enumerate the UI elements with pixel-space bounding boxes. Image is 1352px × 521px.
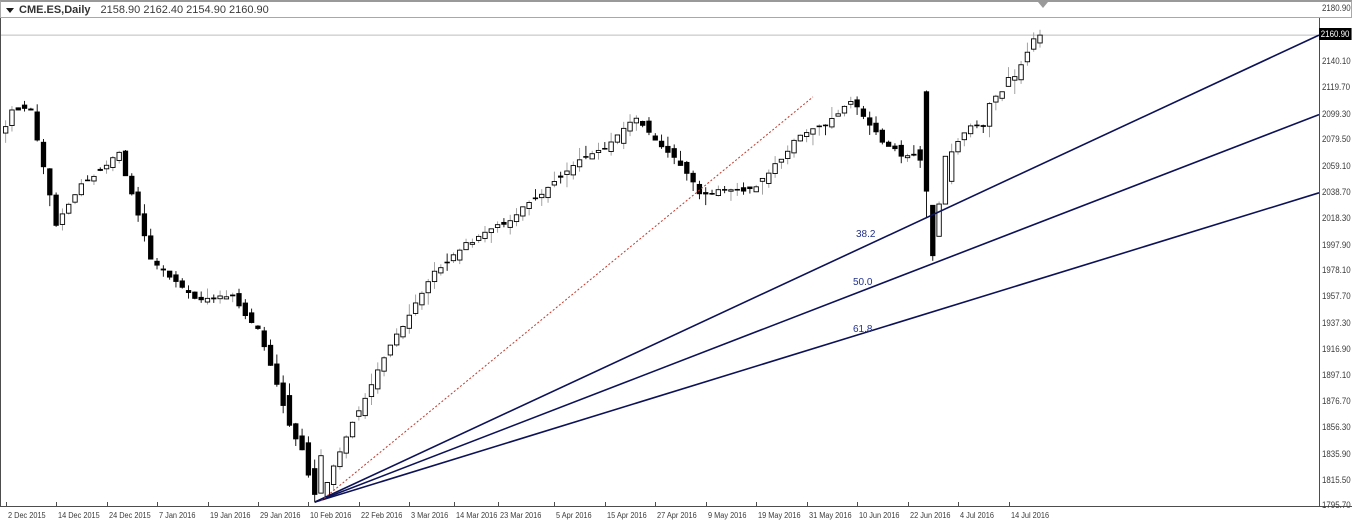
svg-text:38.2: 38.2 [856, 229, 876, 240]
svg-text:50.0: 50.0 [853, 277, 873, 288]
svg-text:61.8: 61.8 [853, 324, 873, 335]
